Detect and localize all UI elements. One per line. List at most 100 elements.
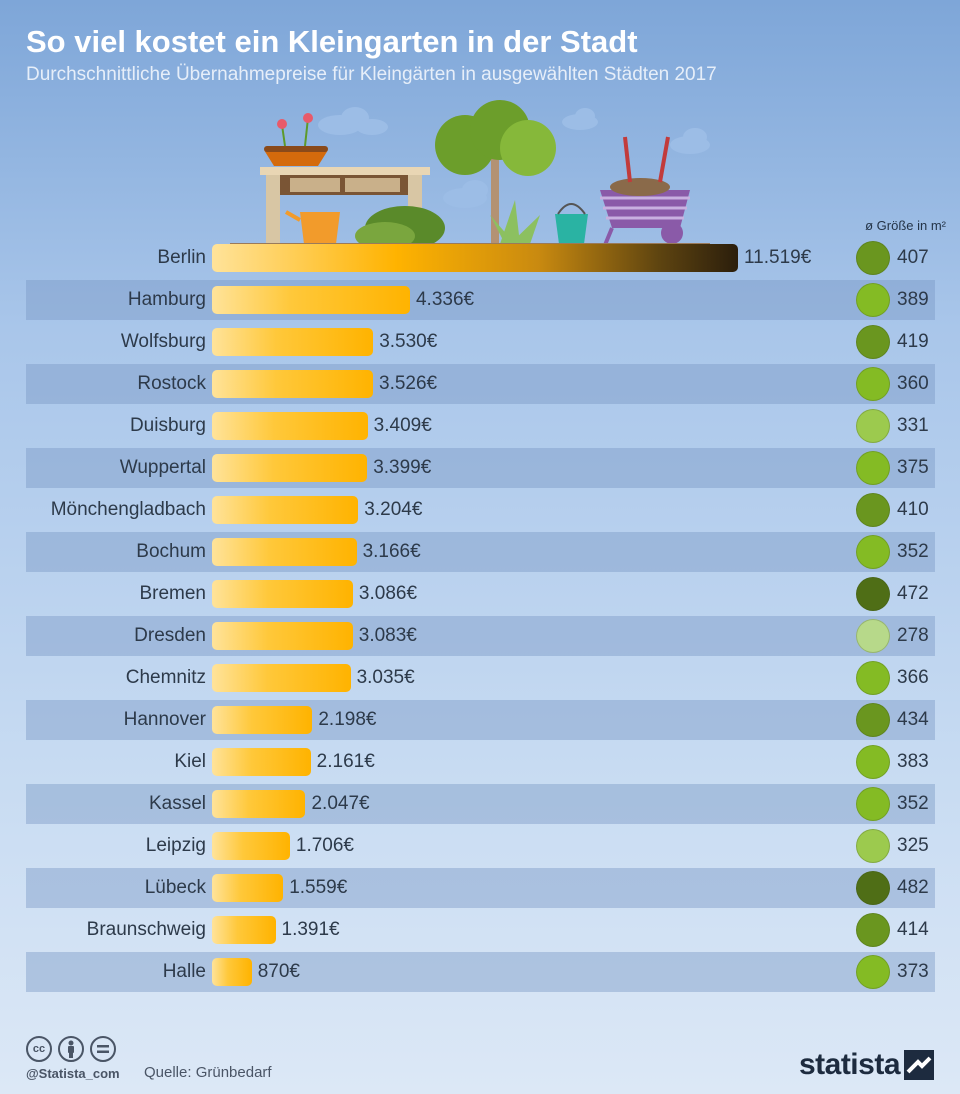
size-column-header: ø Größe in m² (865, 218, 946, 233)
statista-logo-icon[interactable] (904, 1050, 934, 1080)
size-label: 419 (897, 331, 929, 352)
size-label: 389 (897, 289, 929, 310)
price-bar (212, 706, 313, 734)
city-label: Wuppertal (119, 457, 206, 478)
statista-handle: @Statista_com (26, 1066, 120, 1081)
city-label: Mönchengladbach (50, 499, 206, 520)
size-dot (856, 787, 890, 821)
size-label: 472 (897, 583, 929, 604)
price-label: 1.706€ (295, 835, 355, 856)
row-band (26, 364, 935, 404)
city-label: Kassel (148, 793, 206, 814)
plant-bowl-icon (264, 113, 328, 166)
row-band (26, 532, 935, 572)
city-label: Dresden (134, 625, 206, 646)
size-label: 352 (897, 541, 929, 562)
price-label: 3.035€ (356, 667, 415, 688)
city-label: Leipzig (145, 835, 206, 856)
price-label: 2.161€ (316, 751, 375, 772)
size-dot (856, 619, 890, 653)
size-label: 352 (897, 793, 929, 814)
city-label: Berlin (157, 247, 206, 268)
price-label: 870€ (257, 961, 300, 982)
price-label: 1.391€ (281, 919, 340, 940)
price-bar (212, 538, 357, 566)
price-bar (212, 958, 252, 986)
size-label: 360 (897, 373, 929, 394)
size-label: 278 (897, 625, 929, 646)
price-bar (212, 412, 368, 440)
row-band (26, 700, 935, 740)
size-dot (856, 703, 890, 737)
statista-logo-text[interactable]: statista (798, 1048, 901, 1081)
page-title: So viel kostet ein Kleingarten in der St… (26, 24, 638, 59)
city-label: Halle (162, 961, 206, 982)
price-bar (212, 580, 353, 608)
row-band (26, 448, 935, 488)
price-label: 3.086€ (358, 583, 418, 604)
price-label: 2.198€ (318, 709, 377, 730)
price-label: 11.519€ (744, 247, 812, 268)
page-subtitle: Durchschnittliche Übernahmepreise für Kl… (26, 64, 717, 85)
size-dot (856, 871, 890, 905)
price-label: 3.204€ (364, 499, 423, 520)
size-label: 325 (897, 835, 929, 856)
price-label: 3.530€ (379, 331, 438, 352)
city-label: Hamburg (127, 289, 206, 310)
price-bar (212, 790, 306, 818)
price-bar (212, 664, 351, 692)
size-label: 434 (897, 709, 929, 730)
city-label: Wolfsburg (120, 331, 206, 352)
size-dot (856, 955, 890, 989)
size-dot (856, 241, 890, 275)
price-bar (212, 916, 276, 944)
city-label: Hannover (123, 709, 206, 730)
price-bar (212, 328, 374, 356)
license-icons: cc (26, 1036, 116, 1062)
row-band (26, 868, 935, 908)
size-dot (856, 325, 890, 359)
cloud-icon (443, 180, 488, 208)
size-dot (856, 661, 890, 695)
size-dot (856, 283, 890, 317)
price-bar (212, 454, 368, 482)
size-dot (856, 451, 890, 485)
nd-icon (90, 1036, 116, 1062)
cloud-icon (670, 128, 710, 154)
size-label: 482 (897, 877, 929, 898)
price-bar (212, 874, 284, 902)
price-label: 3.166€ (362, 541, 421, 562)
row-band (26, 952, 935, 992)
row-band (26, 616, 935, 656)
city-label: Lübeck (144, 877, 206, 898)
cloud-icon (562, 108, 598, 130)
size-dot (856, 535, 890, 569)
price-bar (212, 244, 738, 272)
size-dot (856, 493, 890, 527)
price-label: 4.336€ (415, 289, 475, 310)
size-label: 383 (897, 751, 929, 772)
size-label: 373 (897, 961, 929, 982)
city-label: Duisburg (129, 415, 206, 436)
source-note: Quelle: Grünbedarf (144, 1064, 272, 1081)
by-icon (58, 1036, 84, 1062)
size-label: 414 (897, 919, 929, 940)
cloud-icon (318, 107, 388, 135)
cc-icon: cc (26, 1036, 52, 1062)
garden-illustration (230, 100, 710, 250)
size-label: 375 (897, 457, 929, 478)
size-label: 407 (897, 247, 929, 268)
size-label: 331 (897, 415, 929, 436)
price-bar (212, 286, 410, 314)
size-dot (856, 577, 890, 611)
agave-icon (490, 200, 540, 244)
city-label: Bremen (139, 583, 206, 604)
wheelbarrow-icon (600, 136, 690, 246)
price-label: 1.559€ (289, 877, 348, 898)
price-bar (212, 748, 311, 776)
size-dot (856, 829, 890, 863)
city-label: Rostock (137, 373, 206, 394)
price-label: 3.526€ (379, 373, 438, 394)
price-label: 2.047€ (311, 793, 370, 814)
price-bar (212, 832, 290, 860)
